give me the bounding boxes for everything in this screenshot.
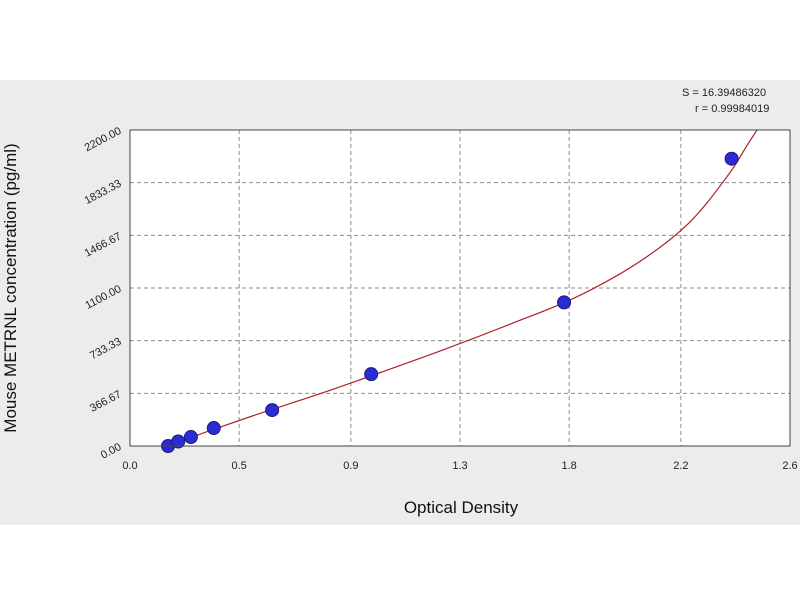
stat-s-value: S = 16.39486320 [682, 87, 766, 99]
x-tick-label: 0.5 [232, 460, 247, 472]
data-point [724, 151, 739, 166]
x-tick-label: 1.3 [452, 460, 467, 472]
data-point [557, 295, 572, 310]
y-tick-label: 2200.00 [83, 125, 124, 154]
data-point [206, 421, 221, 436]
plot-border [129, 129, 791, 447]
grid [130, 130, 790, 446]
x-tick-label: 2.6 [782, 460, 797, 472]
data-point [364, 367, 379, 382]
y-tick-label: 733.33 [88, 336, 123, 362]
y-tick-label: 1833.33 [83, 178, 124, 207]
x-tick-label: 1.8 [562, 460, 577, 472]
x-tick-label: 0.9 [343, 460, 358, 472]
data-points [161, 151, 739, 453]
x-axis-title: Optical Density [404, 498, 519, 517]
x-tick-label: 0.0 [122, 460, 137, 472]
y-tick-label: 1466.67 [83, 230, 124, 259]
data-point [265, 403, 280, 418]
y-tick-label: 0.00 [99, 441, 124, 462]
x-tick-label: 2.2 [673, 460, 688, 472]
data-point [183, 430, 198, 445]
y-tick-label: 366.67 [88, 388, 123, 414]
fit-curve [167, 129, 758, 447]
data-point [171, 434, 186, 449]
y-axis-title: Mouse METRNL concentration (pg/ml) [1, 143, 20, 432]
y-tick-label: 1100.00 [83, 283, 123, 312]
stat-r-value: r = 0.99984019 [695, 103, 769, 115]
